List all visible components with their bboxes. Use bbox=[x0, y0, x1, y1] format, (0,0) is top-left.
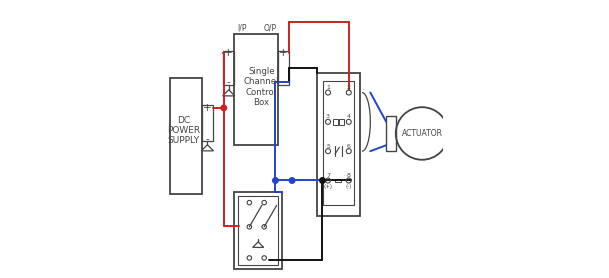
Text: O/P: O/P bbox=[264, 24, 277, 33]
Bar bbox=[339, 119, 343, 125]
Text: 1: 1 bbox=[326, 85, 330, 90]
Circle shape bbox=[320, 178, 325, 183]
Text: 6: 6 bbox=[347, 144, 351, 149]
Bar bbox=[386, 116, 396, 151]
Text: -: - bbox=[205, 134, 209, 144]
Text: -: - bbox=[227, 77, 231, 87]
Bar bbox=[317, 73, 360, 217]
Text: 2: 2 bbox=[347, 85, 351, 90]
Text: 7: 7 bbox=[326, 173, 330, 178]
Bar bbox=[333, 119, 338, 125]
Text: 4: 4 bbox=[347, 114, 351, 119]
Text: +: + bbox=[203, 103, 212, 113]
Bar bbox=[224, 51, 234, 85]
Text: DC
POWER
SUPPLY: DC POWER SUPPLY bbox=[167, 116, 200, 145]
Text: ACTUATOR: ACTUATOR bbox=[401, 129, 443, 138]
Text: (+): (+) bbox=[323, 183, 333, 188]
Bar bbox=[238, 196, 278, 265]
Bar bbox=[336, 179, 342, 182]
Circle shape bbox=[221, 105, 227, 111]
Bar bbox=[278, 51, 289, 85]
Bar bbox=[323, 81, 354, 205]
Text: 5: 5 bbox=[326, 144, 330, 149]
Text: +: + bbox=[279, 48, 288, 58]
Bar bbox=[234, 34, 278, 145]
Text: I/P: I/P bbox=[238, 24, 247, 33]
Circle shape bbox=[273, 178, 278, 183]
Text: -: - bbox=[281, 77, 286, 87]
Text: 8: 8 bbox=[347, 173, 351, 178]
Text: 3: 3 bbox=[326, 114, 330, 119]
Bar bbox=[202, 105, 213, 141]
Circle shape bbox=[289, 178, 295, 183]
Text: +: + bbox=[224, 48, 233, 58]
Text: Single
Channel
Control
Box: Single Channel Control Box bbox=[244, 67, 279, 107]
Bar bbox=[171, 78, 202, 194]
Text: (-): (-) bbox=[346, 183, 352, 188]
Bar bbox=[234, 192, 283, 269]
